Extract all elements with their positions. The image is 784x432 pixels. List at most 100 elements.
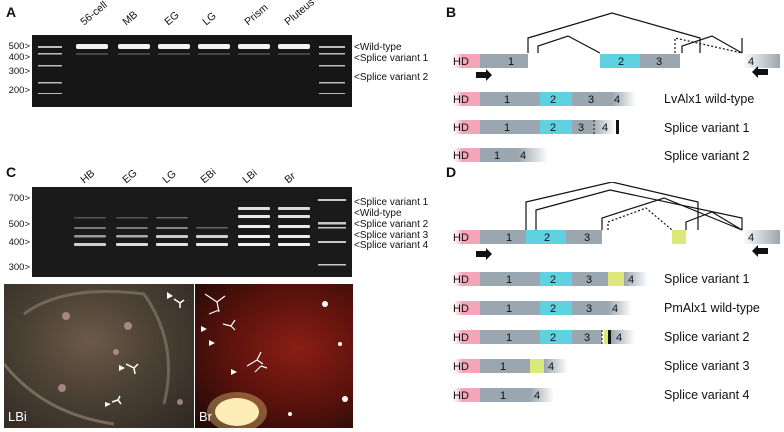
band-label: <Splice variant 1 [354,53,429,64]
transcript-label: Splice variant 2 [664,149,750,163]
svg-text:HD: HD [453,56,469,68]
band-label: <Splice variant 4 [354,240,429,251]
svg-text:HD: HD [453,274,469,286]
gel-image-c [32,187,352,277]
panel-letter-c: C [6,164,17,180]
svg-text:4: 4 [628,274,634,286]
splice-diagram-b: HD 1 2 3 4 HD 1 2 3 4 HD 1 2 3 4 HD 1 4 [450,12,780,162]
gel-band [74,235,106,238]
panel-letter-d: D [446,164,457,180]
transcript-label: Splice variant 3 [664,359,750,373]
ladder-label: 700> [8,193,30,204]
gel-band [116,235,148,238]
svg-text:2: 2 [544,232,550,244]
lane-label: EG [120,167,140,186]
lane-label: EG [162,9,182,28]
svg-text:3: 3 [578,122,584,134]
svg-text:1: 1 [504,94,510,106]
gel-band [74,227,106,229]
lane-label: LG [160,167,179,186]
gel-band [74,217,106,219]
gel-band [238,243,270,246]
lane-label: Prism [242,1,271,28]
gel-band [156,235,188,238]
svg-text:1: 1 [504,122,510,134]
band-label: <Splice variant 3 [354,230,429,241]
svg-text:2: 2 [550,303,556,315]
svg-text:3: 3 [584,232,590,244]
transcript-label: PmAlx1 wild-type [664,301,760,315]
band-label: <Splice variant 1 [354,197,429,208]
ladder-label: 400> [8,237,30,248]
svg-text:3: 3 [588,94,594,106]
transcript-label: Splice variant 2 [664,330,750,344]
photo-label: LBi [8,409,27,424]
svg-text:HD: HD [453,122,469,134]
svg-text:1: 1 [506,232,512,244]
panel-letter-a: A [6,4,17,20]
embryo-photo-lbi: LBi [4,284,194,428]
splice-diagram-d: HD 1 2 3 4 HD 1 2 3 4 HD 1 2 3 4 HD 1 2 3 4 HD 1 4 HD 1 4 [450,182,780,402]
ladder-label: 500> [8,219,30,230]
gel-image-a [32,35,352,107]
lane-label: MB [120,8,141,28]
lane-label: Pluteus [282,0,317,28]
lane-label: EBi [198,166,219,186]
svg-text:4: 4 [748,56,754,68]
gel-band [116,243,148,246]
svg-text:HD: HD [453,361,469,373]
embryo-details [201,293,348,428]
svg-text:HD: HD [453,303,469,315]
lane-label: Br [282,170,299,186]
gel-band [196,243,228,246]
ladder-label: 500> [8,41,30,52]
band-label: <Splice variant 2 [354,219,429,230]
svg-text:1: 1 [500,390,506,402]
gel-band [238,215,270,218]
svg-text:HD: HD [453,390,469,402]
svg-text:2: 2 [618,56,624,68]
svg-text:1: 1 [506,274,512,286]
svg-text:4: 4 [534,390,540,402]
gel-band [196,235,228,238]
gel-band [196,227,228,229]
gel-band [74,243,106,246]
embryo-photo-br: Br [195,284,353,428]
ladder-label: 400> [8,52,30,63]
svg-text:1: 1 [506,303,512,315]
lane-label: 56-cell [78,0,110,29]
svg-text:HD: HD [453,232,469,244]
gel-band [238,207,270,210]
ladder-label: 200> [8,85,30,96]
gel-band [156,227,188,229]
lane-label: LG [200,9,219,28]
gel-band [156,217,188,219]
transcript-label: Splice variant 1 [664,272,750,286]
svg-text:4: 4 [748,232,754,244]
svg-text:3: 3 [656,56,662,68]
band-label: <Wild-type [354,42,402,53]
svg-text:4: 4 [616,332,622,344]
transcript-label: Splice variant 4 [664,388,750,402]
svg-text:2: 2 [550,274,556,286]
transcript-label: LvAlx1 wild-type [664,92,755,106]
transcript-label: Splice variant 1 [664,121,750,135]
svg-text:4: 4 [520,150,526,162]
svg-text:2: 2 [550,94,556,106]
embryo-outline [4,290,185,426]
svg-text:2: 2 [550,332,556,344]
gel-band [278,215,310,218]
gel-band [116,217,148,219]
svg-text:1: 1 [508,56,514,68]
gel-band [156,243,188,246]
svg-text:4: 4 [548,361,554,373]
svg-text:1: 1 [500,361,506,373]
gel-band [278,243,310,246]
band-label: <Splice variant 2 [354,72,429,83]
svg-text:1: 1 [506,332,512,344]
photo-label: Br [199,409,212,424]
svg-text:2: 2 [550,122,556,134]
svg-text:3: 3 [584,332,590,344]
svg-text:HD: HD [453,332,469,344]
gel-band [116,227,148,229]
